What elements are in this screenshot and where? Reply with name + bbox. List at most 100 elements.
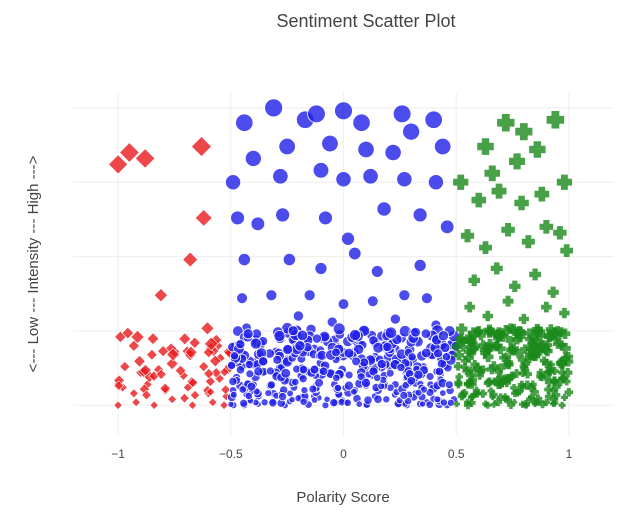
data-point bbox=[555, 376, 565, 387]
data-point bbox=[471, 192, 487, 208]
data-point bbox=[399, 390, 409, 400]
data-point bbox=[501, 223, 515, 237]
data-point bbox=[372, 341, 385, 354]
data-point bbox=[490, 262, 503, 275]
data-point bbox=[286, 389, 294, 398]
x-tick-label: −0.5 bbox=[219, 447, 243, 461]
data-point bbox=[425, 400, 434, 409]
data-point bbox=[487, 387, 495, 395]
data-point bbox=[203, 368, 215, 380]
data-point bbox=[439, 389, 447, 397]
data-point bbox=[419, 400, 427, 408]
data-point bbox=[534, 398, 542, 406]
data-point bbox=[113, 400, 123, 410]
data-point bbox=[515, 123, 533, 141]
data-point bbox=[220, 384, 231, 395]
data-point bbox=[260, 398, 269, 407]
data-point bbox=[344, 370, 354, 380]
data-point bbox=[184, 345, 198, 359]
data-point bbox=[335, 171, 352, 188]
data-point bbox=[343, 380, 354, 391]
data-point bbox=[239, 398, 249, 408]
data-point bbox=[242, 328, 254, 340]
data-point bbox=[542, 398, 550, 406]
data-point bbox=[194, 209, 213, 227]
data-point bbox=[288, 396, 296, 404]
data-point bbox=[308, 384, 318, 394]
data-point bbox=[545, 364, 555, 374]
data-point bbox=[272, 168, 289, 185]
data-point bbox=[439, 219, 455, 235]
x-tick-label: 0.5 bbox=[448, 447, 465, 461]
data-point bbox=[507, 401, 515, 410]
data-point bbox=[219, 366, 230, 377]
data-point bbox=[376, 201, 392, 217]
x-axis-ticks: −1 −0.5 0 0.5 1 bbox=[111, 447, 572, 461]
data-point bbox=[433, 348, 443, 359]
data-point bbox=[265, 289, 278, 302]
data-point bbox=[531, 323, 544, 336]
data-point bbox=[141, 389, 152, 401]
data-point bbox=[493, 376, 503, 386]
data-point bbox=[310, 396, 319, 404]
data-point bbox=[337, 298, 350, 310]
data-point bbox=[421, 292, 433, 305]
data-point bbox=[482, 351, 494, 363]
data-point bbox=[525, 334, 536, 345]
data-point bbox=[527, 383, 536, 393]
data-point bbox=[525, 349, 536, 360]
data-point bbox=[563, 367, 573, 378]
data-point bbox=[508, 323, 519, 335]
data-point bbox=[370, 265, 384, 278]
data-point bbox=[189, 390, 201, 401]
data-point bbox=[298, 374, 308, 384]
data-point bbox=[478, 389, 488, 398]
data-point bbox=[538, 400, 547, 409]
data-point bbox=[146, 332, 160, 345]
data-point bbox=[321, 134, 339, 153]
data-point bbox=[373, 373, 382, 382]
data-point bbox=[412, 207, 428, 223]
data-point bbox=[155, 368, 167, 380]
data-point bbox=[119, 361, 131, 373]
data-point bbox=[491, 341, 502, 352]
data-point bbox=[519, 369, 527, 378]
data-point bbox=[133, 355, 146, 368]
data-point bbox=[556, 327, 567, 338]
data-point bbox=[458, 342, 468, 352]
data-point bbox=[483, 324, 496, 336]
data-point bbox=[131, 397, 141, 407]
data-point bbox=[272, 354, 283, 365]
data-point bbox=[514, 195, 529, 211]
data-point bbox=[564, 388, 574, 397]
data-point bbox=[515, 388, 524, 396]
data-point bbox=[119, 142, 140, 163]
data-point bbox=[539, 356, 549, 365]
data-point bbox=[518, 313, 529, 325]
data-point bbox=[230, 210, 245, 226]
data-point bbox=[433, 395, 442, 404]
data-point bbox=[253, 366, 264, 377]
data-point bbox=[191, 136, 212, 157]
data-point bbox=[198, 361, 210, 373]
data-point bbox=[479, 241, 492, 255]
data-point bbox=[355, 400, 363, 408]
data-point bbox=[544, 377, 554, 387]
data-point bbox=[424, 110, 443, 129]
data-point bbox=[182, 251, 199, 268]
data-point bbox=[414, 388, 423, 397]
data-point bbox=[474, 366, 485, 376]
data-point bbox=[453, 350, 465, 361]
x-tick-label: 1 bbox=[566, 447, 573, 461]
data-point bbox=[236, 292, 248, 305]
data-point bbox=[550, 377, 559, 385]
data-point bbox=[363, 395, 373, 405]
data-point bbox=[318, 366, 329, 376]
data-point bbox=[268, 398, 278, 408]
data-point bbox=[329, 398, 339, 408]
data-point bbox=[389, 313, 401, 325]
data-point bbox=[502, 295, 514, 307]
data-point bbox=[282, 252, 296, 267]
data-point bbox=[504, 359, 514, 370]
data-point bbox=[544, 385, 553, 394]
